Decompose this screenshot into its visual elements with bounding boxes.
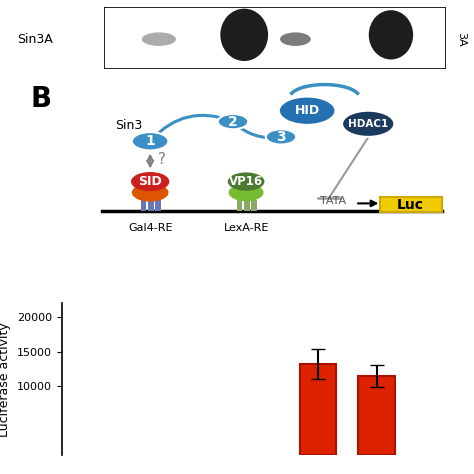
Ellipse shape [280, 32, 311, 46]
Ellipse shape [142, 32, 176, 46]
Circle shape [131, 172, 169, 191]
Y-axis label: Luciferase activity: Luciferase activity [0, 322, 11, 437]
Text: LexA-RE: LexA-RE [223, 223, 269, 233]
Text: SID: SID [138, 175, 162, 188]
Text: 1: 1 [146, 134, 155, 148]
Circle shape [228, 173, 264, 191]
Circle shape [132, 132, 168, 150]
Circle shape [218, 114, 248, 129]
Bar [244, 200, 250, 211]
Text: 3: 3 [276, 130, 286, 144]
Text: TATA: TATA [320, 196, 346, 206]
FancyBboxPatch shape [380, 197, 442, 212]
Text: VP16: VP16 [229, 175, 263, 188]
Text: Gal4-RE: Gal4-RE [128, 223, 173, 233]
Bar [358, 376, 395, 455]
Bar [148, 200, 154, 211]
Text: Sin3A: Sin3A [18, 33, 53, 46]
Circle shape [132, 183, 168, 201]
Text: HID: HID [294, 104, 320, 117]
Ellipse shape [220, 9, 268, 61]
Ellipse shape [369, 10, 413, 60]
Circle shape [266, 129, 296, 145]
Bar [141, 200, 146, 211]
Circle shape [279, 97, 336, 125]
FancyBboxPatch shape [104, 7, 446, 69]
Text: Sin3: Sin3 [115, 119, 142, 133]
Circle shape [228, 184, 264, 201]
Text: 3A: 3A [456, 32, 466, 46]
Bar [155, 200, 161, 211]
Text: B: B [30, 84, 51, 112]
Bar [300, 364, 337, 455]
Bar [237, 200, 242, 211]
Text: 2: 2 [228, 115, 238, 128]
Text: ?: ? [158, 152, 166, 167]
Circle shape [342, 111, 394, 137]
Text: HDAC1: HDAC1 [348, 119, 388, 129]
Text: Luc: Luc [397, 198, 424, 212]
Bar [251, 200, 257, 211]
